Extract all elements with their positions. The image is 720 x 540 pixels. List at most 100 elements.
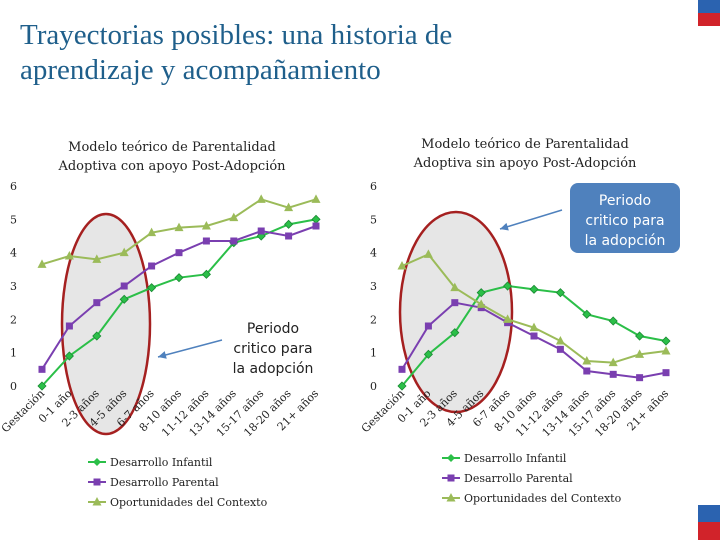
- legend-marker: [447, 454, 455, 462]
- callout-arrow-line: [499, 209, 563, 230]
- data-point-infantil: [201, 269, 211, 279]
- data-point-parental: [65, 322, 73, 330]
- data-point-contexto: [37, 259, 47, 268]
- data-point-infantil: [37, 381, 47, 391]
- callout-text-line3: la adopción: [233, 361, 314, 377]
- chart-title-line2: Adoptiva con apoyo Post-Adopción: [57, 159, 286, 174]
- critical-period-ellipse: [398, 210, 514, 414]
- chart-title-line2: Adoptiva sin apoyo Post-Adopción: [413, 156, 637, 171]
- data-point-infantil: [529, 284, 539, 294]
- data-point-parental: [398, 365, 406, 373]
- data-point-contexto: [201, 221, 211, 230]
- data-point-contexto: [229, 212, 239, 222]
- data-point-parental: [451, 299, 459, 307]
- y-tick-label: 5: [370, 213, 377, 226]
- y-tick-label: 6: [370, 180, 377, 193]
- data-point-parental: [285, 232, 293, 240]
- data-point-contexto: [661, 346, 671, 355]
- data-point-parental: [424, 322, 432, 330]
- data-point-parental: [175, 249, 183, 257]
- data-point-contexto: [476, 299, 486, 308]
- data-point-contexto: [284, 202, 294, 212]
- data-point-infantil: [661, 336, 671, 346]
- callout-text-line3: la adopción: [585, 233, 666, 249]
- data-point-contexto: [503, 314, 513, 323]
- data-point-infantil: [555, 288, 565, 298]
- data-point-parental: [257, 227, 265, 235]
- flag-red-stripe-bottom: [698, 522, 720, 540]
- data-point-infantil: [64, 351, 74, 361]
- data-point-infantil: [635, 331, 645, 341]
- callout-text-line2: critico para: [585, 213, 664, 229]
- callout-arrow-head: [158, 351, 167, 359]
- chile-flag-decoration-bottom: [698, 505, 720, 540]
- data-point-parental: [556, 345, 564, 353]
- slide-title-line1: Trayectorias posibles: una historia de: [20, 19, 453, 51]
- slide-title: Trayectorias posibles: una historia de a…: [20, 18, 660, 88]
- data-point-parental: [38, 365, 46, 373]
- data-point-contexto: [119, 247, 129, 257]
- data-point-contexto: [555, 336, 565, 345]
- chile-flag-decoration: [698, 0, 720, 26]
- legend-label: Oportunidades del Contexto: [464, 492, 622, 505]
- slide-title-line2: aprendizaje y acompañamiento: [20, 54, 381, 86]
- y-tick-label: 1: [10, 347, 17, 360]
- data-point-infantil: [147, 283, 157, 293]
- data-point-parental: [609, 370, 617, 378]
- data-point-parental: [662, 369, 670, 377]
- data-point-infantil: [311, 214, 321, 224]
- y-tick-label: 6: [10, 180, 17, 193]
- y-tick-label: 3: [370, 280, 377, 293]
- legend-label: Desarrollo Infantil: [110, 456, 213, 469]
- y-tick-label: 5: [10, 213, 17, 226]
- data-point-parental: [148, 262, 156, 270]
- data-point-parental: [530, 332, 538, 340]
- data-point-parental: [312, 222, 320, 230]
- data-point-contexto: [256, 194, 266, 203]
- data-point-parental: [230, 237, 238, 245]
- data-point-infantil: [397, 381, 407, 391]
- data-point-contexto: [582, 356, 592, 365]
- y-tick-label: 0: [10, 380, 17, 393]
- data-point-contexto: [423, 249, 433, 258]
- legend-label: Oportunidades del Contexto: [110, 496, 268, 509]
- data-point-contexto: [64, 251, 74, 260]
- legend-marker: [446, 493, 456, 502]
- legend-label: Desarrollo Parental: [464, 472, 573, 485]
- data-point-infantil: [476, 288, 486, 298]
- callout-text-line1: Periodo: [599, 193, 651, 209]
- y-tick-label: 2: [10, 313, 17, 326]
- y-tick-label: 3: [10, 280, 17, 293]
- data-point-contexto: [174, 222, 184, 232]
- legend-marker: [93, 458, 101, 466]
- data-point-infantil: [503, 281, 513, 291]
- data-point-infantil: [174, 273, 184, 283]
- data-point-contexto: [450, 282, 460, 292]
- data-point-infantil: [450, 328, 460, 338]
- callout-arrow-line: [157, 339, 223, 358]
- callout-box: [570, 183, 680, 253]
- callout-arrow-head: [500, 222, 509, 231]
- data-point-infantil: [608, 316, 618, 326]
- data-point-contexto: [608, 357, 618, 367]
- data-point-infantil: [284, 219, 294, 229]
- data-point-contexto: [635, 349, 645, 358]
- data-point-contexto: [311, 194, 321, 203]
- y-tick-label: 4: [10, 247, 17, 260]
- data-point-contexto: [397, 261, 407, 270]
- data-point-parental: [120, 282, 128, 290]
- flag-red-stripe-top: [698, 13, 720, 26]
- legend-marker: [93, 478, 101, 486]
- data-point-parental: [636, 374, 644, 382]
- y-tick-label: 2: [370, 313, 377, 326]
- callout-text-line2: critico para: [233, 341, 312, 357]
- chart-title-line1: Modelo teórico de Parentalidad: [68, 140, 276, 155]
- y-tick-label: 0: [370, 380, 377, 393]
- chart-title-line1: Modelo teórico de Parentalidad: [421, 137, 629, 152]
- callout-text-line1: Periodo: [247, 321, 299, 337]
- data-point-parental: [583, 367, 591, 375]
- data-point-infantil: [119, 294, 129, 304]
- data-point-infantil: [582, 309, 592, 319]
- data-point-parental: [202, 237, 210, 245]
